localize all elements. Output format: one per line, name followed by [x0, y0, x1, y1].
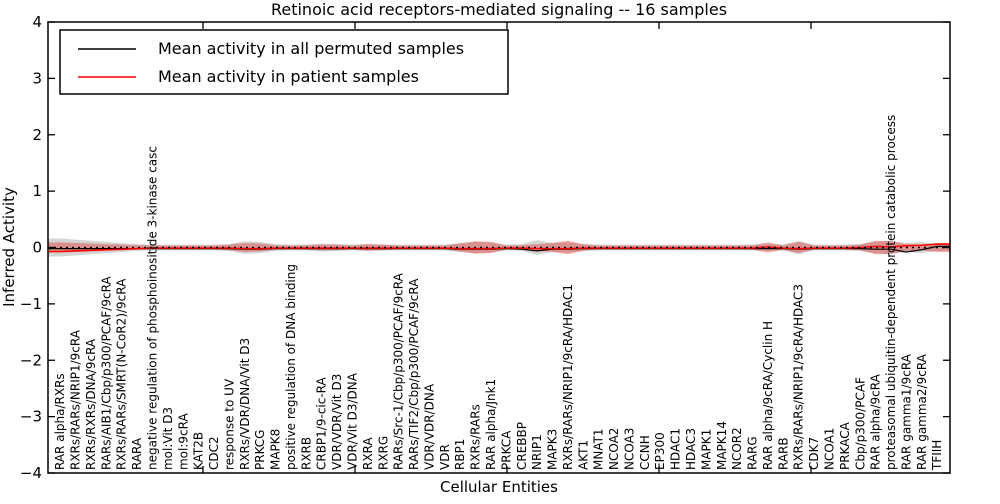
- x-category-label: PRKACA: [838, 421, 852, 470]
- x-category-label: RARG: [746, 436, 760, 470]
- x-axis-label: Cellular Entities: [440, 478, 558, 496]
- x-category-label: NCOR2: [730, 427, 744, 470]
- x-category-label: RAR gamma1/9cRA: [899, 353, 913, 470]
- x-category-label: RARB: [776, 437, 790, 470]
- chart-title: Retinoic acid receptors-mediated signali…: [271, 0, 727, 19]
- x-category-label: CRBP1/9-cic-RA: [315, 376, 329, 470]
- x-category-label: response to UV: [222, 378, 236, 470]
- x-category-label: RXRs/RARs/SMRT(N-CoR2)/9cRA: [115, 278, 129, 470]
- x-category-label: CCNH: [638, 435, 652, 470]
- x-category-label: RXRB: [299, 437, 313, 470]
- x-category-label: RARs/Src-1/Cbp/p300/PCAF/9cRA: [392, 272, 406, 470]
- x-category-label: RXRA: [361, 437, 375, 470]
- x-category-label: RARA: [130, 437, 144, 470]
- x-category-label: RXRs/RARs: [469, 404, 483, 470]
- x-category-label: RXRs/VDR/DNA/Vit D3: [238, 338, 252, 470]
- x-category-label: RXRG: [376, 436, 390, 470]
- axis-ticks: [48, 21, 950, 474]
- x-category-label: VDR/VDR/Vit D3: [330, 374, 344, 470]
- x-category-label: RARs/AIB1/Cbp/p300/PCAF/9cRA: [99, 276, 113, 470]
- x-category-label: NCOA3: [622, 428, 636, 470]
- y-tick-label: 4: [32, 13, 42, 31]
- legend-label-patient: Mean activity in patient samples: [158, 67, 419, 86]
- legend-box: [59, 29, 509, 95]
- x-category-label: VDR/VDR/DNA: [422, 383, 436, 470]
- x-category-label: PRKCA: [499, 430, 513, 470]
- y-tick-label: 2: [32, 126, 42, 144]
- x-category-label: RARs/TIF2/Cbp/p300/PCAF/9cRA: [407, 278, 421, 470]
- y-tick-label: 3: [32, 69, 42, 87]
- x-category-label: HDAC3: [684, 428, 698, 470]
- x-category-label: CDK7: [807, 437, 821, 470]
- legend-label-permuted: Mean activity in all permuted samples: [158, 39, 464, 58]
- x-category-label: Cbp/p300/PCAF: [853, 377, 867, 470]
- y-tick-label: −3: [20, 408, 42, 426]
- x-category-label: RXRs/RARs/NRIP1/9cRA/HDAC1: [561, 284, 575, 470]
- y-tick-label: −2: [20, 351, 42, 369]
- x-category-label: NRIP1: [530, 434, 544, 470]
- x-category-label: VDR/Vit D3/DNA: [346, 372, 360, 470]
- x-category-label: RAR alpha/9cRA: [869, 373, 883, 470]
- legend: Mean activity in all permuted samples Me…: [59, 29, 509, 95]
- x-category-label: RBP1: [453, 439, 467, 470]
- x-category-label: KAT2B: [192, 432, 206, 470]
- x-category-label: RXRs/RXRs/DNA/9cRA: [84, 338, 98, 470]
- x-category-label: NCOA1: [822, 428, 836, 470]
- y-axis-label: Inferred Activity: [0, 187, 18, 307]
- x-category-label: mol:9cRA: [176, 413, 190, 470]
- x-category-label: MAPK8: [269, 429, 283, 470]
- x-category-label: RAR gamma2/9cRA: [915, 353, 929, 470]
- x-category-label: AKT1: [576, 440, 590, 470]
- x-category-label: NCOA2: [607, 428, 621, 470]
- x-category-label: TFIIH: [930, 440, 944, 471]
- x-category-label: VDR: [438, 444, 452, 470]
- y-tick-label: 1: [32, 182, 42, 200]
- x-category-label: MAPK14: [715, 421, 729, 470]
- x-category-label: RXRs/RARs/NRIP1/9cRA: [69, 329, 83, 470]
- y-tick-label: −4: [20, 464, 42, 482]
- x-category-label: PRKCG: [253, 430, 267, 470]
- mean-patient-line: [48, 243, 950, 253]
- x-category-label: mol:Vit D3: [161, 407, 175, 470]
- x-category-label: CREBBP: [515, 422, 529, 470]
- y-tick-label: −1: [20, 295, 42, 313]
- x-category-label: proteasomal ubiquitin-dependent protein …: [884, 115, 898, 470]
- x-category-label: RXRs/RARs/NRIP1/9cRA/HDAC3: [792, 284, 806, 470]
- y-tick-label: 0: [32, 239, 42, 257]
- x-category-labels: RAR alpha/RXRs RXRs/RARs/NRIP1/9cRA RXRs/R…: [53, 115, 944, 471]
- y-tick-labels: 4 3 2 1 0 −1 −2 −3 −4: [20, 13, 42, 482]
- x-category-label: RAR alpha/Jnk1: [484, 379, 498, 470]
- mean-lines: [48, 243, 950, 253]
- x-category-label: CDC2: [207, 436, 221, 470]
- x-category-label: MAPK3: [546, 429, 560, 470]
- x-category-label: HDAC1: [669, 428, 683, 470]
- x-category-label: MNAT1: [592, 428, 606, 470]
- x-category-label: EP300: [653, 432, 667, 470]
- x-category-label: RAR alpha/RXRs: [53, 373, 67, 470]
- x-category-label: positive regulation of DNA binding: [284, 264, 298, 470]
- x-category-label: negative regulation of phosphoinositide …: [146, 146, 160, 470]
- x-category-label: RAR alpha/9cRA/Cyclin H: [761, 321, 775, 470]
- x-category-label: MAPK1: [699, 429, 713, 470]
